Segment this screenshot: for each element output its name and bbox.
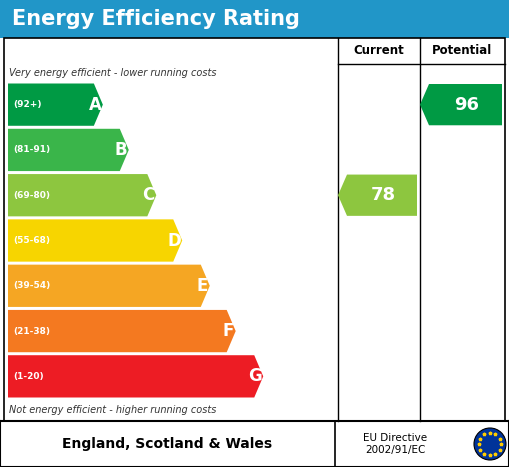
Polygon shape xyxy=(8,355,263,397)
Polygon shape xyxy=(420,84,502,125)
Text: D: D xyxy=(167,232,181,249)
Text: (1-20): (1-20) xyxy=(13,372,44,381)
Text: (69-80): (69-80) xyxy=(13,191,50,200)
Text: A: A xyxy=(89,96,101,113)
Polygon shape xyxy=(8,84,103,126)
Circle shape xyxy=(474,428,506,460)
Polygon shape xyxy=(338,175,417,216)
Bar xyxy=(0,0,509,38)
Text: C: C xyxy=(142,186,154,204)
Polygon shape xyxy=(8,310,236,352)
Text: 78: 78 xyxy=(371,186,395,204)
Text: 96: 96 xyxy=(454,96,479,113)
Text: (92+): (92+) xyxy=(13,100,42,109)
Text: Not energy efficient - higher running costs: Not energy efficient - higher running co… xyxy=(9,405,216,415)
Text: G: G xyxy=(248,368,262,385)
Polygon shape xyxy=(8,219,182,262)
Bar xyxy=(0,421,509,467)
Text: EU Directive
2002/91/EC: EU Directive 2002/91/EC xyxy=(363,433,427,455)
Text: (39-54): (39-54) xyxy=(13,281,50,290)
Text: E: E xyxy=(196,277,208,295)
Text: (81-91): (81-91) xyxy=(13,145,50,155)
Text: Energy Efficiency Rating: Energy Efficiency Rating xyxy=(12,9,300,29)
Text: England, Scotland & Wales: England, Scotland & Wales xyxy=(63,437,272,451)
Text: Current: Current xyxy=(354,44,404,57)
Text: Potential: Potential xyxy=(432,44,493,57)
Polygon shape xyxy=(8,265,210,307)
Text: (21-38): (21-38) xyxy=(13,326,50,336)
Text: B: B xyxy=(115,141,127,159)
Polygon shape xyxy=(8,174,156,216)
Text: F: F xyxy=(222,322,234,340)
Polygon shape xyxy=(8,129,129,171)
Bar xyxy=(4,38,505,421)
Text: (55-68): (55-68) xyxy=(13,236,50,245)
Text: Very energy efficient - lower running costs: Very energy efficient - lower running co… xyxy=(9,68,216,78)
